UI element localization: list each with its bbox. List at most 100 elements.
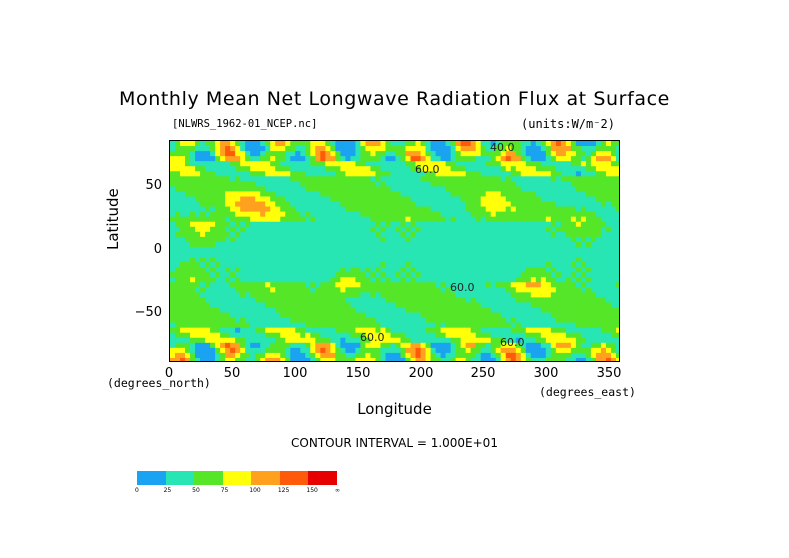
heatmap-cell: [475, 302, 482, 308]
heatmap-cell: [270, 246, 276, 253]
heatmap-cell: [265, 171, 271, 177]
heatmap-cell: [550, 181, 557, 187]
heatmap-cell: [365, 357, 371, 361]
heatmap-cell: [245, 317, 251, 324]
heatmap-cell: [465, 257, 472, 263]
heatmap-cell: [565, 201, 572, 207]
heatmap-cell: [200, 282, 206, 288]
heatmap-cell: [240, 191, 246, 197]
heatmap-cell: [305, 352, 311, 359]
heatmap-cell: [275, 272, 281, 278]
heatmap-cell: [535, 221, 542, 228]
heatmap-cell: [605, 272, 612, 278]
heatmap-cell: [395, 312, 401, 318]
heatmap-cell: [550, 282, 557, 288]
heatmap-cell: [370, 141, 376, 147]
heatmap-cell: [590, 166, 597, 172]
heatmap-cell: [590, 267, 597, 273]
heatmap-cell: [460, 287, 467, 293]
heatmap-cell: [480, 191, 487, 197]
heatmap-cell: [315, 196, 321, 202]
heatmap-cell: [515, 246, 522, 253]
heatmap-cell: [535, 231, 542, 238]
heatmap-cell: [385, 141, 391, 147]
heatmap-cell: [445, 151, 452, 157]
heatmap-cell: [380, 191, 386, 197]
heatmap-cell: [375, 221, 381, 228]
heatmap-cell: [560, 312, 567, 318]
heatmap-cell: [530, 221, 537, 228]
heatmap-cell: [480, 272, 487, 278]
heatmap-cell: [615, 257, 619, 263]
contour-value-label: 60.0: [360, 331, 385, 344]
heatmap-cell: [335, 246, 341, 253]
heatmap-cell: [405, 322, 411, 329]
heatmap-cell: [525, 267, 532, 273]
heatmap-cell: [290, 211, 296, 218]
heatmap-cell: [340, 257, 346, 263]
heatmap-cell: [585, 307, 592, 313]
heatmap-cell: [405, 191, 411, 197]
heatmap-cell: [465, 297, 472, 303]
heatmap-cell: [240, 181, 246, 187]
heatmap-cell: [415, 282, 421, 288]
heatmap-cell: [215, 337, 221, 344]
heatmap-cell: [325, 141, 331, 147]
heatmap-cell: [290, 206, 296, 213]
heatmap-cell: [325, 246, 331, 253]
heatmap-cell: [390, 352, 396, 359]
heatmap-cell: [550, 206, 557, 213]
heatmap-cell: [215, 267, 221, 273]
heatmap-cell: [425, 161, 431, 167]
heatmap-cell: [225, 307, 231, 313]
heatmap-cell: [270, 181, 276, 187]
heatmap-cell: [530, 246, 537, 253]
heatmap-cell: [250, 236, 256, 243]
heatmap-cell: [495, 176, 502, 182]
heatmap-cell: [570, 221, 577, 228]
heatmap-cell: [395, 332, 401, 339]
heatmap-cell: [595, 262, 602, 268]
heatmap-cell: [530, 332, 537, 339]
heatmap-cell: [175, 352, 181, 359]
heatmap-cell: [575, 141, 582, 147]
heatmap-cell: [585, 287, 592, 293]
heatmap-cell: [255, 226, 261, 233]
heatmap-cell: [330, 262, 336, 268]
heatmap-cell: [415, 221, 421, 228]
heatmap-cell: [605, 297, 612, 303]
heatmap-cell: [560, 226, 567, 233]
heatmap-cell: [420, 246, 426, 253]
heatmap-cell: [525, 216, 532, 223]
heatmap-cell: [225, 282, 231, 288]
heatmap-cell: [555, 292, 562, 298]
heatmap-cell: [455, 231, 462, 238]
heatmap-cell: [215, 186, 221, 192]
heatmap-cell: [465, 186, 472, 192]
heatmap-cell: [190, 206, 196, 213]
heatmap-cell: [555, 322, 562, 329]
heatmap-cell: [525, 176, 532, 182]
heatmap-cell: [290, 171, 296, 177]
heatmap-cell: [435, 347, 441, 354]
heatmap-cell: [440, 176, 447, 182]
heatmap-cell: [430, 287, 436, 293]
heatmap-cell: [540, 277, 547, 283]
heatmap-cell: [205, 262, 211, 268]
heatmap-cell: [540, 171, 547, 177]
heatmap-cell: [455, 196, 462, 202]
heatmap-cell: [300, 161, 306, 167]
heatmap-cell: [420, 241, 426, 248]
heatmap-cell: [605, 252, 612, 258]
heatmap-cell: [605, 352, 612, 359]
heatmap-cell: [355, 332, 361, 339]
heatmap-cell: [320, 282, 326, 288]
heatmap-cell: [215, 206, 221, 213]
heatmap-cell: [305, 297, 311, 303]
heatmap-cell: [240, 287, 246, 293]
heatmap-cell: [615, 211, 619, 218]
heatmap-cell: [425, 342, 431, 349]
heatmap-cell: [385, 151, 391, 157]
heatmap-cell: [345, 141, 351, 147]
heatmap-cell: [580, 327, 587, 334]
